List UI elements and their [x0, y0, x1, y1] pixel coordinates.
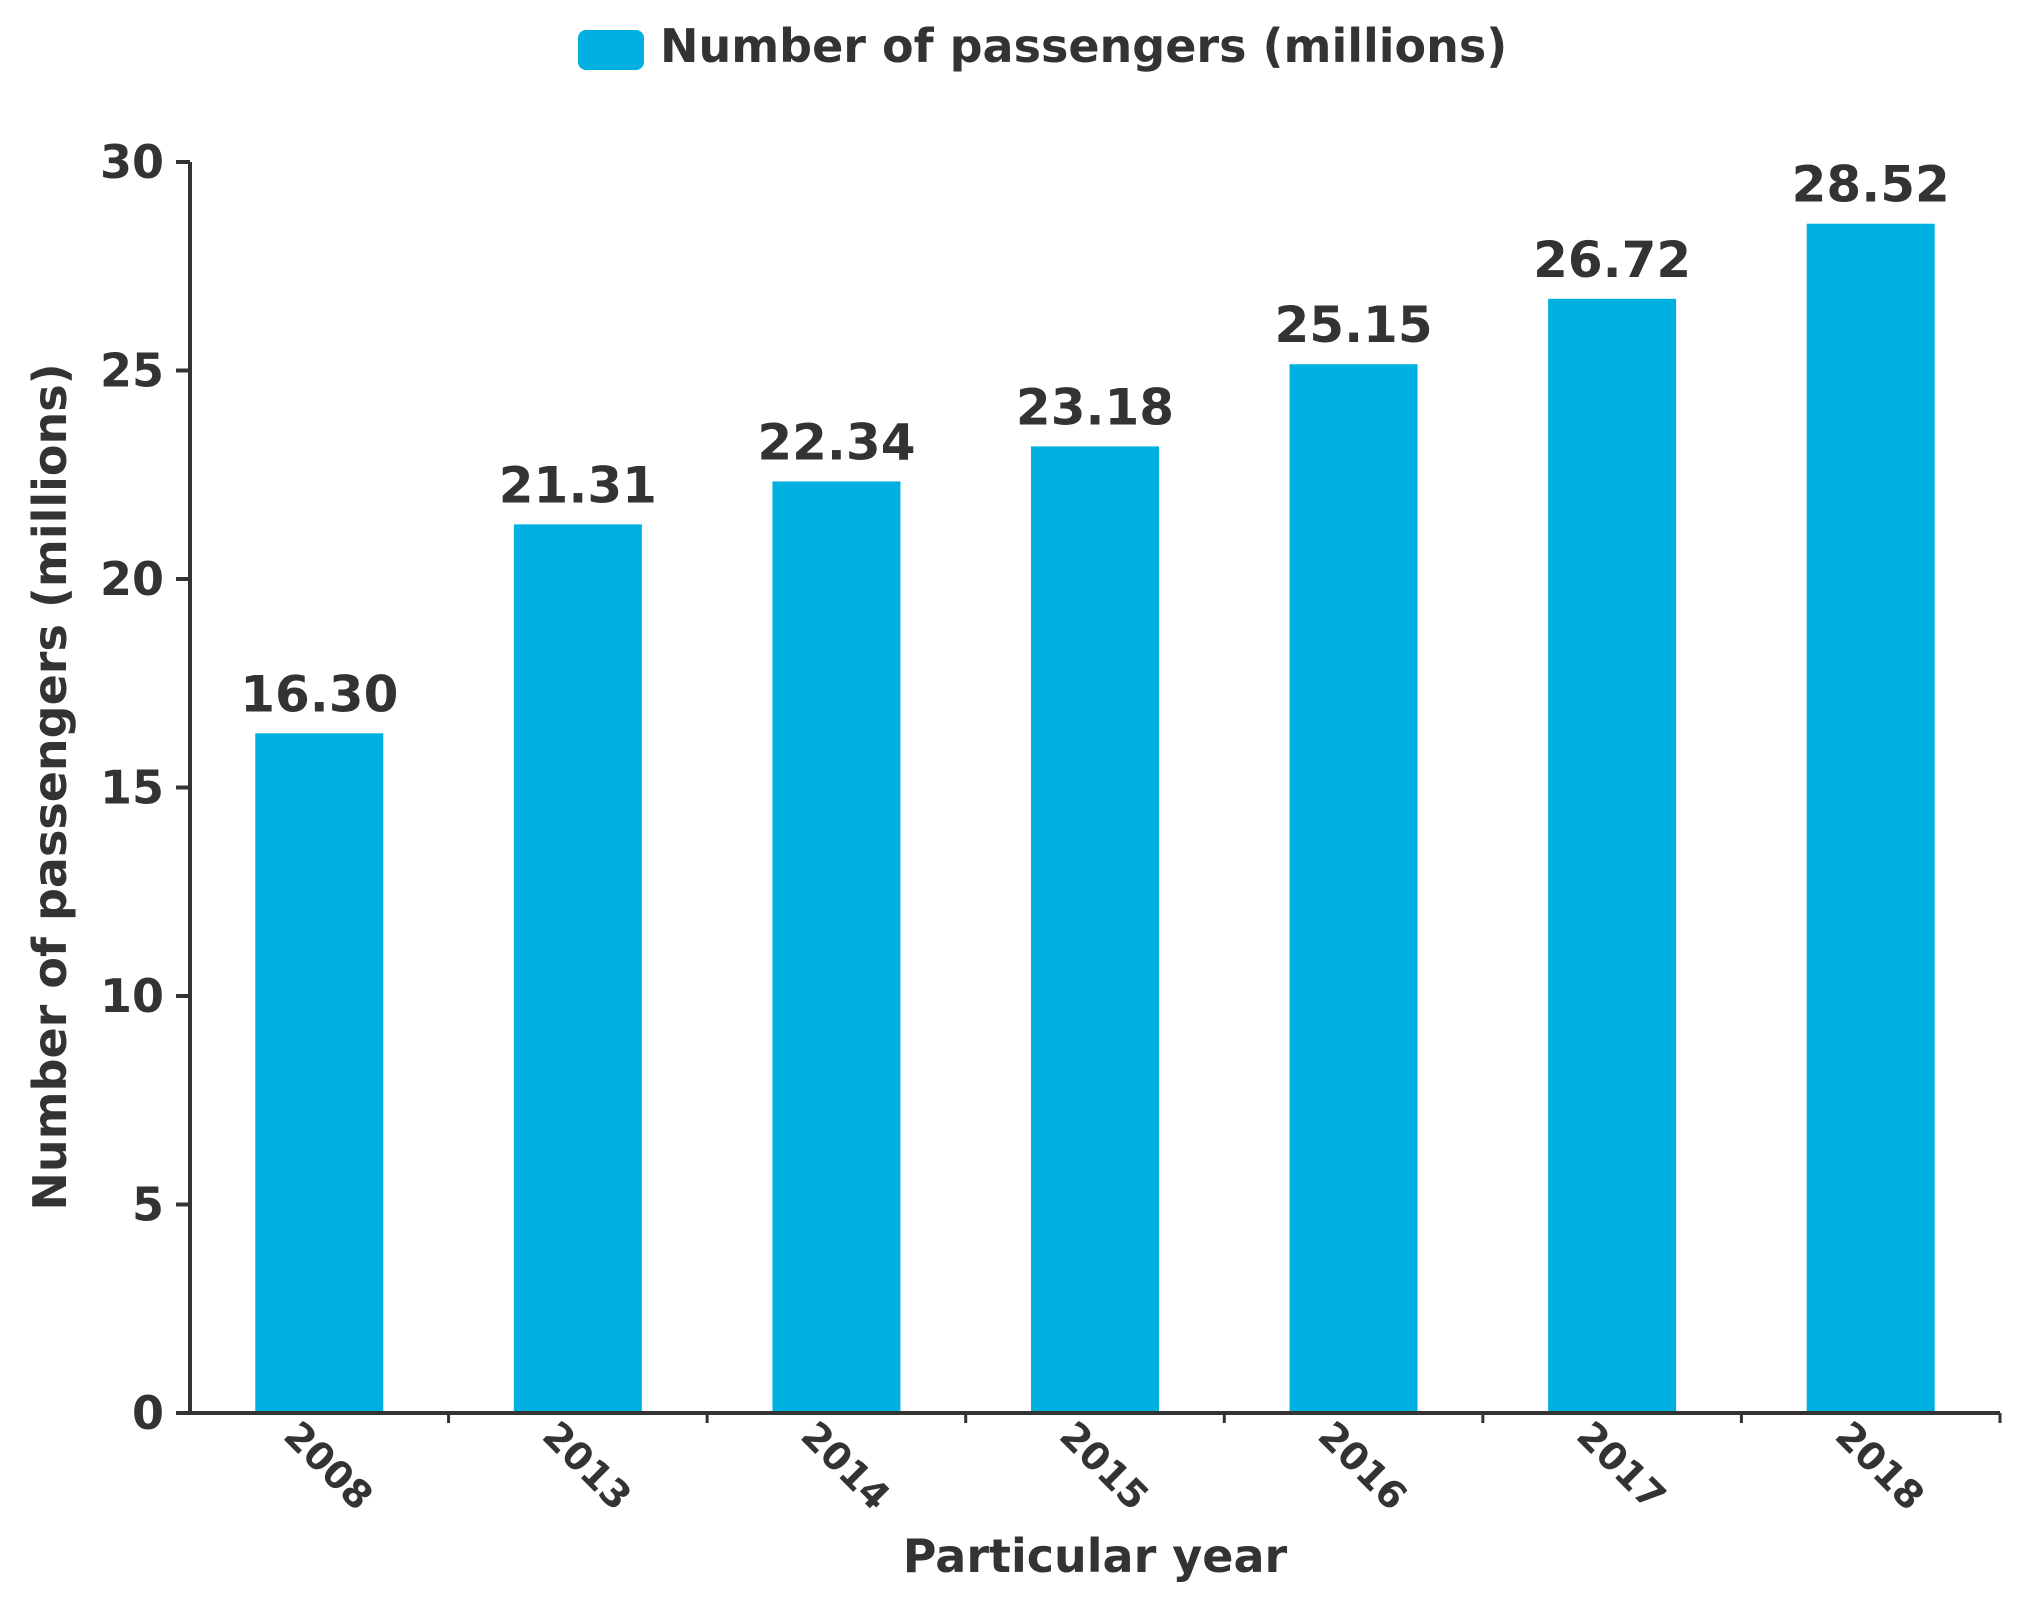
legend-label: Number of passengers (millions)	[660, 19, 1507, 73]
y-tick-label: 30	[100, 135, 164, 189]
bar-2008	[255, 733, 384, 1413]
data-label-2018: 28.52	[1792, 156, 1950, 214]
y-tick-label: 15	[100, 761, 164, 815]
y-tick-label: 10	[100, 969, 164, 1023]
bar-2016	[1289, 364, 1418, 1413]
legend-swatch	[578, 30, 644, 70]
data-label-2013: 21.31	[499, 456, 657, 514]
bar-2018	[1806, 223, 1935, 1413]
x-tick-label-2018: 2018	[1827, 1413, 1933, 1519]
y-tick-label: 5	[132, 1178, 164, 1232]
data-label-2008: 16.30	[240, 665, 398, 723]
x-axis-ticks: 2008 2013 2014 2015 2016 2017 2018	[276, 1413, 2002, 1519]
data-label-2017: 26.72	[1533, 231, 1691, 289]
data-labels: 16.30 21.31 22.34 23.18 25.15 26.72 28.52	[240, 156, 1950, 724]
data-label-2016: 25.15	[1274, 296, 1432, 354]
y-axis-ticks: 0 5 10 15 20 25 30	[100, 135, 190, 1440]
x-tick-label-2014: 2014	[793, 1413, 899, 1519]
x-tick-label-2015: 2015	[1051, 1413, 1157, 1519]
bar-2015	[1031, 446, 1159, 1413]
bar-2017	[1548, 298, 1677, 1413]
bars	[255, 223, 1935, 1413]
y-axis-title: Number of passengers (millions)	[23, 363, 77, 1210]
legend: Number of passengers (millions)	[578, 19, 1507, 73]
bar-2013	[513, 524, 642, 1413]
data-label-2014: 22.34	[757, 413, 915, 471]
y-tick-label: 25	[100, 344, 164, 398]
x-tick-label-2008: 2008	[276, 1413, 382, 1519]
x-tick-label-2016: 2016	[1310, 1413, 1416, 1519]
data-label-2015: 23.18	[1016, 378, 1174, 436]
x-axis-title: Particular year	[903, 1529, 1288, 1583]
bar-2014	[772, 481, 901, 1413]
y-tick-label: 0	[132, 1386, 164, 1440]
x-tick-label-2017: 2017	[1568, 1413, 1674, 1519]
y-tick-label: 20	[100, 552, 164, 606]
x-tick-label-2013: 2013	[534, 1413, 640, 1519]
